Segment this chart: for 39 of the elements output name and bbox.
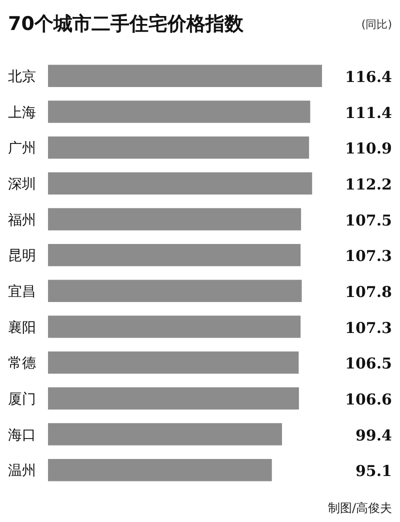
y-tick-label: 海口 [8, 427, 36, 444]
y-tick-label: 广州 [8, 140, 36, 157]
y-tick-label: 温州 [8, 463, 36, 480]
y-tick-label: 常德 [8, 356, 36, 372]
bar [48, 387, 299, 410]
bar [48, 208, 302, 230]
data-label: 116.4 [345, 68, 392, 86]
data-label: 112.2 [345, 175, 392, 194]
data-label: 106.6 [345, 390, 392, 408]
data-label: 95.1 [355, 462, 392, 480]
data-label: 107.5 [345, 211, 392, 230]
bar [48, 244, 301, 266]
data-label: 107.3 [345, 318, 392, 337]
text: 制图/高俊夫 [328, 501, 392, 515]
data-label: 107.8 [345, 282, 392, 301]
y-tick-label: 福州 [8, 212, 36, 228]
y-tick-label: 上海 [8, 104, 36, 121]
bar [48, 458, 272, 482]
bar [48, 136, 310, 159]
y-tick-label: 昆明 [8, 248, 36, 264]
bar [48, 172, 312, 195]
y-tick-label: 襄阳 [8, 320, 36, 336]
text: (同比) [361, 18, 392, 31]
data-label: 107.3 [345, 247, 392, 266]
bar [48, 280, 302, 302]
y-tick-label: 深圳 [8, 176, 36, 192]
chart-title: 70个城市二手住宅价格指数 [8, 13, 244, 35]
bar [48, 423, 282, 446]
data-label: 106.5 [345, 354, 392, 373]
y-tick-label: 北京 [8, 68, 36, 85]
bar [48, 64, 322, 88]
bar [48, 100, 310, 123]
y-tick-label: 宜昌 [8, 284, 36, 300]
data-label: 110.9 [345, 140, 392, 158]
data-label: 111.4 [345, 104, 392, 122]
y-tick-label: 厦门 [8, 391, 36, 408]
data-label: 99.4 [355, 426, 392, 444]
bar [48, 316, 301, 338]
bar [48, 351, 299, 374]
